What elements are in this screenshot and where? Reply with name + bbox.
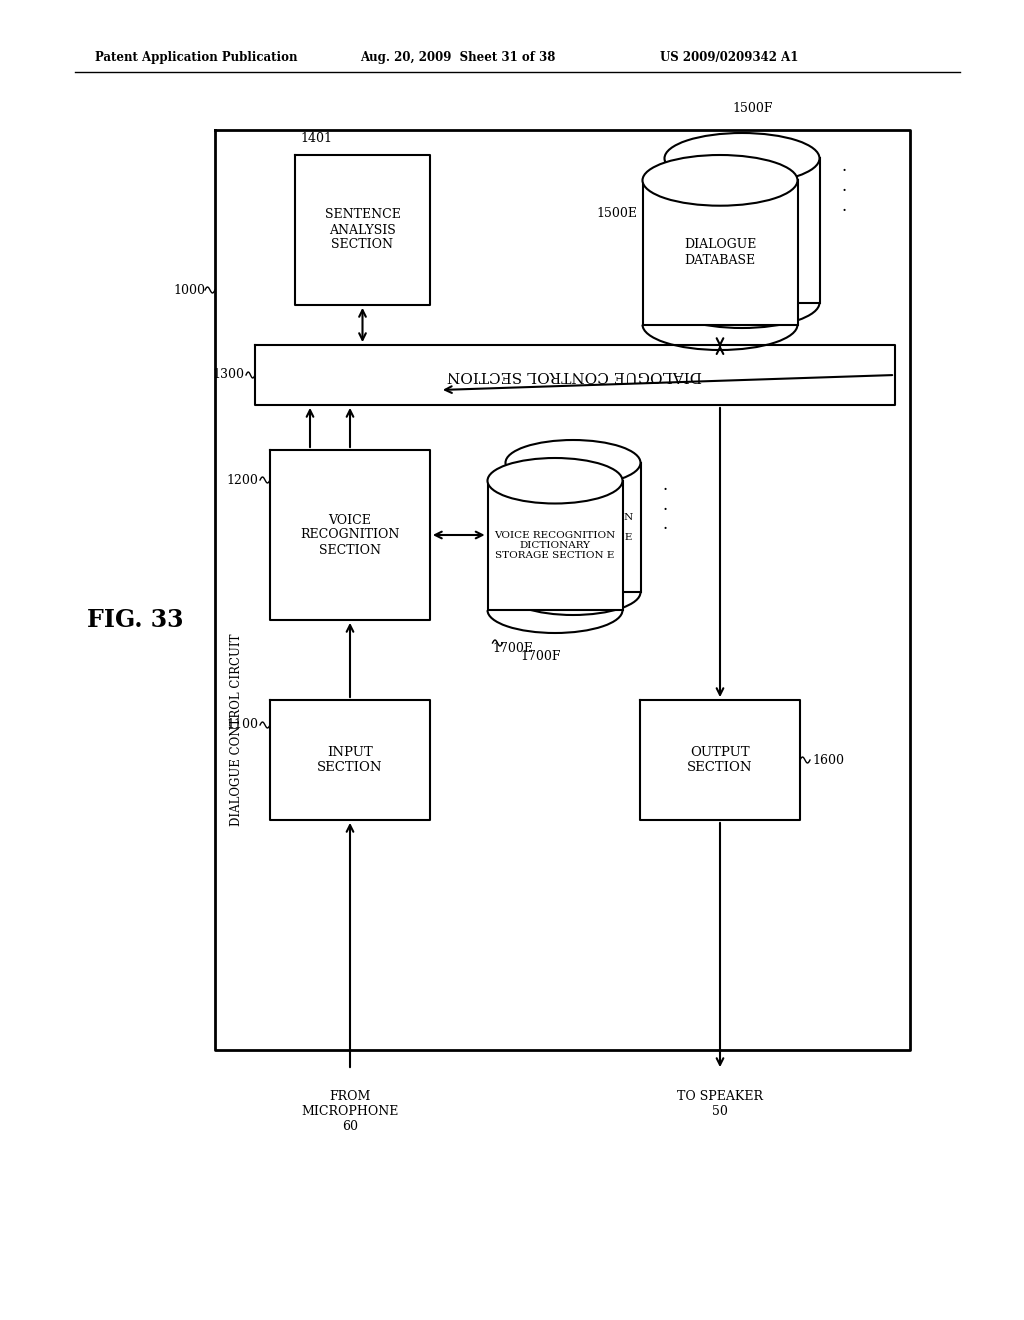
Bar xyxy=(487,480,623,610)
Ellipse shape xyxy=(642,154,798,206)
Bar xyxy=(506,463,640,593)
Text: OUTPUT
SECTION: OUTPUT SECTION xyxy=(687,746,753,774)
Text: 1700E: 1700E xyxy=(493,642,534,655)
Text: 1700F: 1700F xyxy=(520,649,561,663)
Text: SENTENCE
ANALYSIS
SECTION: SENTENCE ANALYSIS SECTION xyxy=(325,209,400,252)
Text: Aug. 20, 2009  Sheet 31 of 38: Aug. 20, 2009 Sheet 31 of 38 xyxy=(360,51,555,65)
Text: 1500F: 1500F xyxy=(732,102,772,115)
Text: FIG. 33: FIG. 33 xyxy=(87,609,183,632)
Ellipse shape xyxy=(665,133,819,183)
Text: VOICE RECOGNITION
DICTIONARY
STORAGE SECTION E: VOICE RECOGNITION DICTIONARY STORAGE SEC… xyxy=(512,512,634,543)
Text: VOICE RECOGNITION
DICTIONARY
STORAGE SECTION E: VOICE RECOGNITION DICTIONARY STORAGE SEC… xyxy=(495,531,615,561)
Bar xyxy=(665,158,819,302)
Text: INPUT
SECTION: INPUT SECTION xyxy=(317,746,383,774)
Text: Patent Application Publication: Patent Application Publication xyxy=(95,51,298,65)
Ellipse shape xyxy=(506,440,640,486)
Text: FROM
MICROPHONE
60: FROM MICROPHONE 60 xyxy=(301,1090,398,1133)
Text: 1401: 1401 xyxy=(300,132,332,145)
Text: TO SPEAKER
50: TO SPEAKER 50 xyxy=(677,1090,763,1118)
Text: 1500E: 1500E xyxy=(597,207,638,220)
Text: 1300: 1300 xyxy=(212,368,244,381)
Text: ·
·
·: · · · xyxy=(663,482,668,539)
Text: 1100: 1100 xyxy=(226,718,258,731)
Text: US 2009/0209342 A1: US 2009/0209342 A1 xyxy=(660,51,799,65)
Text: DIALOGUE
DATABASE: DIALOGUE DATABASE xyxy=(706,216,778,244)
Text: DIALOGUE CONTROL CIRCUIT: DIALOGUE CONTROL CIRCUIT xyxy=(230,634,243,826)
Text: 1200: 1200 xyxy=(226,474,258,487)
Text: ·
·
·: · · · xyxy=(842,164,847,219)
Ellipse shape xyxy=(487,458,623,503)
Text: 1600: 1600 xyxy=(812,754,844,767)
Text: DIALOGUE CONTROL SECTION: DIALOGUE CONTROL SECTION xyxy=(447,368,702,381)
Text: DIALOGUE
DATABASE: DIALOGUE DATABASE xyxy=(684,239,756,267)
Bar xyxy=(642,181,798,325)
Text: 1000: 1000 xyxy=(173,284,205,297)
Text: VOICE
RECOGNITION
SECTION: VOICE RECOGNITION SECTION xyxy=(300,513,399,557)
